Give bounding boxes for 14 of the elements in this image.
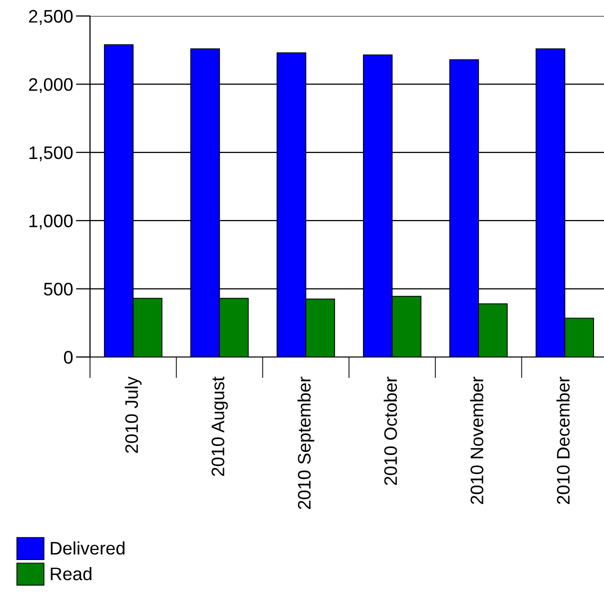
legend-label: Delivered <box>50 541 124 555</box>
legend-label: Read <box>50 567 92 580</box>
y-tick-label: 1,000 <box>30 214 73 230</box>
y-tick-label: 1,500 <box>30 146 73 162</box>
y-tick-label: 0 <box>64 350 73 364</box>
y-tick-label: 2,500 <box>29 10 73 25</box>
x-tick-label: 2010 September <box>297 376 314 510</box>
y-tick-label: 500 <box>44 282 73 296</box>
x-tick-label: 2010 November <box>470 376 484 504</box>
x-tick-label: 2010 October <box>384 376 398 485</box>
x-tick-label: 2010 August <box>212 376 228 476</box>
y-tick-label: 2,000 <box>29 78 73 94</box>
x-tick-label: 2010 December <box>556 376 570 504</box>
x-tick-label: 2010 July <box>124 376 142 453</box>
